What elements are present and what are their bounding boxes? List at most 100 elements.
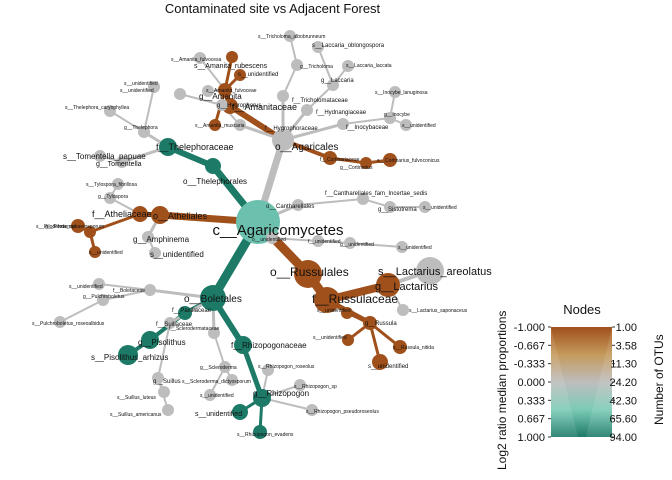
tree-edge	[297, 198, 364, 206]
legend-left-axis-title: Log2 ratio median proportions	[495, 311, 509, 470]
tree-node-label: s__Laccaria_oblongospora	[312, 43, 385, 49]
legend-ticks: -1.000 -0.667 -0.333 0.000 0.333 0.667 1.000 1.…	[514, 322, 637, 444]
tree-node-label: s__Rhizopogon_evadens	[237, 432, 294, 438]
tree-node	[284, 30, 296, 42]
tree-node	[93, 278, 105, 290]
tree-node-label: s__Amanita_rubescens	[194, 63, 268, 70]
tree-node	[104, 192, 116, 204]
tree-node-label: s__Tomentella_papuae	[63, 152, 146, 161]
tree-node	[194, 52, 206, 64]
tree-node	[357, 193, 369, 205]
tree-node	[226, 374, 238, 386]
tree-node-label: f__Boletaceae	[113, 288, 145, 294]
tree-node	[104, 105, 116, 117]
legend-otu-tick: 24.20	[609, 377, 637, 389]
tree-node-label: s__unidentified	[317, 308, 351, 314]
tree-edge	[109, 110, 145, 133]
tree-edge	[98, 283, 151, 291]
tree-node-label: o__Thelephorales	[183, 177, 247, 186]
tree-node	[253, 425, 267, 439]
tree-node	[218, 83, 232, 97]
tree-node	[294, 260, 322, 288]
heat-tree: c__Agaricomycetes o__Agaricales o__Theleph…	[32, 30, 492, 439]
tree-node	[54, 316, 66, 328]
tree-node	[234, 69, 246, 81]
tree-node-label: s__unidentified	[368, 364, 408, 370]
tree-node	[342, 60, 354, 72]
tree-node-label: s__Rhizopogon_sp	[294, 384, 337, 390]
tree-node-label: s__Russula_nitida	[393, 345, 434, 351]
legend-right-axis-title: Number of OTUs	[652, 334, 666, 425]
tree-node	[152, 372, 164, 384]
tree-node-label: s__Thelephora_caryophyllea	[65, 105, 129, 111]
tree-node-label: s__Laccaria_laccata	[346, 63, 392, 69]
tree-node-label: f__unidentified	[308, 239, 341, 245]
tree-node	[383, 153, 397, 167]
tree-node-label: s__Pulchroboletus_roseoalbidus	[32, 321, 105, 327]
tree-node-label: f__Sclerodermataceae	[169, 326, 220, 332]
tree-node-label: s__Scleroderma_dictyosporum	[182, 379, 251, 385]
tree-node-label: f__Paxillaceae	[172, 308, 212, 314]
tree-edge	[143, 86, 155, 133]
tree-node-label: s__Inocybe_lanuginosa	[375, 90, 428, 96]
tree-node-label: f__Thelephoraceae	[156, 142, 234, 152]
tree-node-label: c__Agaricomycetes	[213, 222, 344, 239]
tree-node-label: g__Tomentella	[96, 161, 142, 168]
tree-node	[384, 112, 396, 124]
tree-node	[97, 294, 109, 306]
tree-node-label: g__Sistotrema	[378, 207, 417, 213]
tree-node	[341, 307, 353, 319]
tree-node	[314, 287, 340, 313]
tree-node-label: s__Rhizopogon_pseudoroseolus	[306, 409, 379, 415]
tree-node	[118, 345, 138, 365]
legend-log2-tick: -0.333	[514, 359, 545, 371]
tree-node-label: s__Suillus_americanus	[110, 412, 162, 418]
tree-node-label: s__unidentified	[313, 335, 347, 341]
tree-node-label: s__unidentified	[120, 88, 154, 94]
tree-node	[372, 354, 388, 370]
tree-node-label: s__unidentified	[238, 72, 278, 78]
tree-node	[419, 201, 431, 213]
tree-node-label: o__Atheliales	[153, 211, 208, 221]
tree-node	[234, 119, 246, 131]
tree-node-label: o__Cantharellales	[266, 204, 314, 210]
tree-node-label: s__Tylospora_fibrillosa	[86, 182, 137, 188]
tree-node-label: g__Pulchroboletus	[83, 294, 125, 300]
tree-node	[216, 99, 228, 111]
tree-node	[253, 389, 271, 407]
tree-node-label: s__unidentified	[200, 393, 234, 399]
tree-node	[142, 231, 154, 243]
tree-node-label: s__unidentified	[69, 284, 103, 290]
tree-node-label: s__Lactarius_saponaceus	[409, 308, 468, 314]
tree-node	[226, 51, 238, 63]
tree-node-label: g__Russula	[365, 321, 397, 327]
legend-log2-tick: -0.667	[514, 340, 545, 352]
tree-node-label: g__Scleroderma	[200, 365, 237, 371]
tree-node-label: g__Suillus	[153, 379, 181, 385]
tree-node	[141, 331, 159, 349]
tree-node	[396, 241, 408, 253]
tree-edge	[157, 322, 171, 379]
legend-otu-tick: 94.00	[609, 432, 637, 444]
tree-edge	[88, 212, 142, 234]
tree-node	[376, 273, 400, 297]
tree-node	[327, 79, 339, 91]
legend-title: Nodes	[563, 302, 601, 317]
tree-node-label: g__Inocybe	[384, 112, 410, 118]
tree-edge	[342, 117, 391, 125]
tree-node-label: g__Pisolithus	[138, 338, 186, 347]
tree-edge	[102, 289, 151, 301]
tree-node-label: s__unidentified	[124, 81, 158, 87]
tree-node	[363, 316, 377, 330]
tree-edge	[179, 93, 223, 106]
tree-node-label: s__unidentified	[398, 245, 432, 251]
tree-edge	[349, 242, 403, 248]
tree-node	[389, 86, 401, 98]
tree-node	[178, 306, 192, 320]
tree-node-label: s__Rhizopogon_roseolus	[258, 364, 315, 370]
tree-node-label: s__Suillus_luteus	[117, 395, 156, 401]
tree-node	[342, 334, 354, 346]
tree-node-label: g__Amphinema	[133, 235, 190, 244]
tree-node-label: f__Tricholomataceae	[292, 98, 348, 104]
tree-node	[306, 404, 318, 416]
